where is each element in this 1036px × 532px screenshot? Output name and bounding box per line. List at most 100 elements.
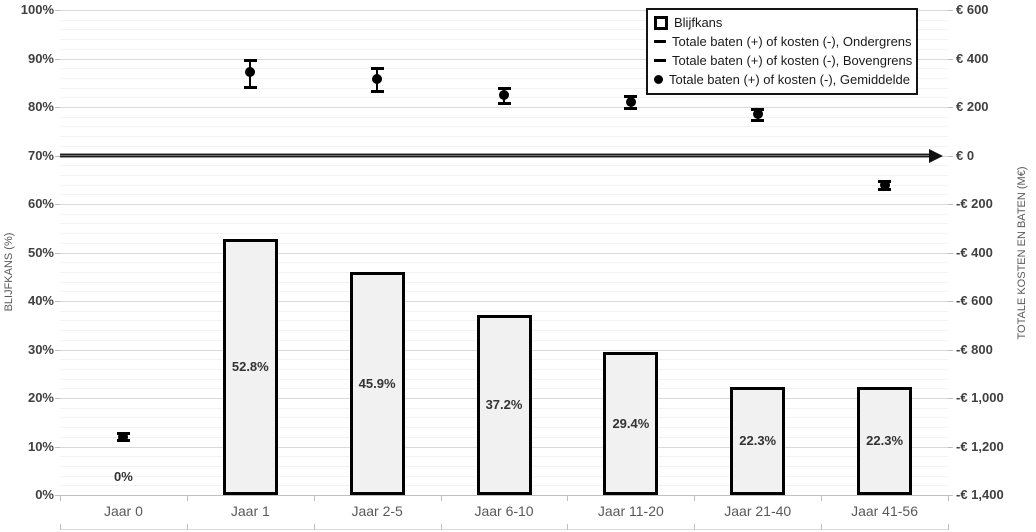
x-axis-bottom-tick bbox=[313, 524, 315, 530]
mean-point bbox=[372, 74, 383, 85]
mean-point bbox=[245, 66, 256, 77]
gridline-minor bbox=[60, 281, 948, 283]
left-axis-tick-label: 90% bbox=[27, 50, 54, 66]
gridline-minor bbox=[60, 194, 948, 196]
left-axis-tick-label: 60% bbox=[27, 196, 54, 211]
right-axis-tick bbox=[948, 107, 953, 108]
legend-item: Totale baten (+) of kosten (-), Bovengre… bbox=[654, 51, 913, 70]
left-axis-tick-label: 30% bbox=[27, 341, 54, 357]
error-bar-cap-bovengrens bbox=[624, 94, 638, 98]
left-axis-tick bbox=[55, 252, 60, 254]
x-axis-tick bbox=[567, 495, 569, 501]
left-axis-tick-label: 50% bbox=[27, 244, 54, 260]
mean-point bbox=[879, 179, 890, 190]
bar-label: 29.4% bbox=[612, 415, 650, 431]
x-axis-bottom-tick bbox=[60, 524, 61, 530]
legend-label: Totale baten (+) of kosten (-), Bovengre… bbox=[672, 53, 913, 68]
gridline-minor bbox=[60, 184, 948, 186]
right-axis-tick-label: € 200 bbox=[956, 99, 989, 114]
x-axis-line bbox=[60, 495, 949, 496]
gridline-major bbox=[60, 204, 948, 205]
left-axis-tick bbox=[55, 155, 60, 157]
x-category-label: Jaar 11-20 bbox=[597, 503, 664, 519]
x-category-label: Jaar 41-56 bbox=[851, 503, 918, 519]
mean-point bbox=[752, 109, 763, 120]
x-axis-tick bbox=[440, 495, 442, 501]
gridline-minor bbox=[60, 233, 948, 235]
left-axis-tick-label: 20% bbox=[27, 390, 54, 405]
x-axis-bottom-border bbox=[60, 529, 949, 530]
gridline-minor bbox=[60, 242, 948, 244]
left-axis-tick bbox=[55, 349, 60, 351]
left-axis-tick bbox=[55, 495, 60, 496]
x-axis-tick bbox=[694, 495, 696, 501]
gridline-major bbox=[60, 107, 948, 108]
error-bar-cap-ondergrens bbox=[624, 106, 638, 110]
x-category-label: Jaar 0 bbox=[103, 503, 143, 519]
right-axis-tick-label: -€ 400 bbox=[956, 244, 993, 260]
left-axis-tick-label: 10% bbox=[27, 438, 54, 454]
legend-dash-icon bbox=[654, 40, 666, 43]
error-bar-cap-ondergrens bbox=[497, 101, 511, 105]
gridline-minor bbox=[60, 126, 948, 128]
right-axis-tick-label: -€ 1,000 bbox=[956, 390, 1004, 405]
right-axis-tick-label: -€ 200 bbox=[956, 196, 993, 211]
right-axis-tick-label: -€ 800 bbox=[956, 341, 993, 357]
gridline-minor bbox=[60, 310, 948, 312]
right-axis-tick bbox=[948, 349, 953, 351]
error-bar-cap-bovengrens bbox=[370, 66, 384, 70]
gridline-minor bbox=[60, 271, 948, 273]
x-axis-bottom-tick bbox=[567, 524, 569, 530]
mean-point bbox=[625, 97, 636, 108]
legend-label: Blijfkans bbox=[674, 15, 723, 30]
left-axis-tick-label: 70% bbox=[27, 147, 54, 163]
bar bbox=[730, 386, 786, 495]
x-axis-tick bbox=[186, 495, 188, 501]
right-axis-tick bbox=[948, 495, 953, 496]
plot-area: 0% 52.8% 45.9% 37.2% 29.4% 22.3% 22.3% bbox=[60, 10, 948, 495]
gridline-minor bbox=[60, 174, 948, 176]
legend: Blijfkans Totale baten (+) of kosten (-),… bbox=[646, 8, 918, 95]
x-category-label: Jaar 2-5 bbox=[351, 503, 403, 519]
bar bbox=[349, 272, 405, 495]
gridline-minor bbox=[60, 19, 948, 21]
right-axis-tick-label: -€ 1,400 bbox=[956, 487, 1004, 502]
left-axis-tick-label: 80% bbox=[27, 99, 54, 114]
gridline-major bbox=[60, 10, 948, 11]
x-axis-bottom-tick bbox=[440, 524, 442, 530]
right-axis-tick-label: -€ 600 bbox=[956, 293, 993, 308]
left-axis-tick bbox=[55, 301, 60, 302]
right-axis-tick bbox=[948, 204, 953, 205]
x-axis-tick bbox=[60, 495, 61, 501]
error-bar-cap-ondergrens bbox=[751, 118, 765, 122]
gridline-minor bbox=[60, 77, 948, 79]
gridline-minor bbox=[60, 223, 948, 225]
right-axis-tick bbox=[948, 301, 953, 302]
bar-label: 22.3% bbox=[866, 432, 904, 448]
bar-label: 22.3% bbox=[739, 432, 777, 448]
right-axis-tick bbox=[948, 398, 953, 399]
legend-item: Totale baten (+) of kosten (-), Gemiddel… bbox=[654, 70, 910, 89]
gridline-minor bbox=[60, 213, 948, 215]
error-bar-cap-ondergrens bbox=[243, 86, 257, 90]
bar-label: 45.9% bbox=[358, 375, 396, 391]
legend-dot-icon bbox=[654, 75, 663, 84]
bar-label: 37.2% bbox=[485, 396, 523, 412]
mean-point bbox=[118, 431, 129, 442]
left-axis-tick bbox=[55, 446, 60, 448]
x-axis-bottom-tick bbox=[694, 524, 696, 530]
right-axis-tick bbox=[948, 155, 953, 157]
gridline-minor bbox=[60, 262, 948, 264]
zero-arrow-line bbox=[60, 153, 929, 158]
gridline-minor bbox=[60, 136, 948, 138]
bar bbox=[603, 352, 659, 495]
legend-square-icon bbox=[654, 15, 668, 30]
legend-label: Totale baten (+) of kosten (-), Ondergre… bbox=[672, 34, 912, 49]
bar bbox=[857, 386, 913, 495]
gridline-minor bbox=[60, 291, 948, 293]
x-axis-tick bbox=[313, 495, 315, 501]
error-bar-cap-bovengrens bbox=[243, 59, 257, 63]
x-axis-tick bbox=[948, 495, 949, 501]
right-axis-tick-label: -€ 1,200 bbox=[956, 438, 1004, 454]
